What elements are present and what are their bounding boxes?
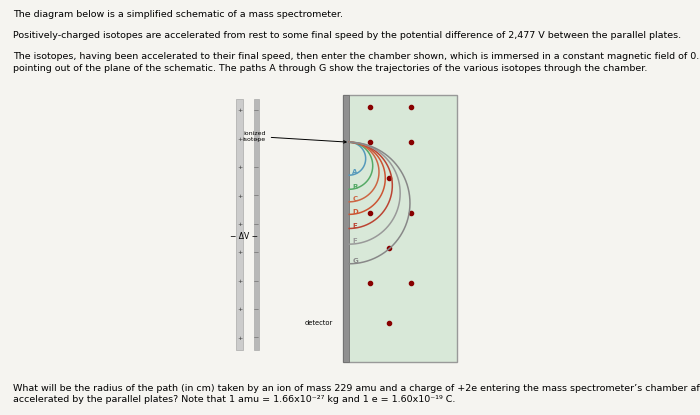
- Text: What will be the radius of the path (in cm) taken by an ion of mass 229 amu and : What will be the radius of the path (in …: [13, 384, 700, 393]
- Text: +: +: [237, 251, 242, 256]
- Text: +: +: [237, 222, 242, 227]
- Text: detector: detector: [304, 320, 332, 325]
- Bar: [237, 99, 244, 350]
- Bar: [254, 99, 259, 350]
- Text: —: —: [254, 137, 259, 142]
- Text: B: B: [352, 183, 358, 190]
- Text: +: +: [237, 279, 242, 284]
- Text: F: F: [352, 238, 357, 244]
- Text: —: —: [254, 165, 259, 170]
- Text: —: —: [254, 308, 259, 312]
- Text: C: C: [352, 196, 358, 202]
- Text: +: +: [237, 308, 242, 312]
- Text: A: A: [352, 169, 358, 176]
- Text: +: +: [237, 165, 242, 170]
- Text: —: —: [254, 251, 259, 256]
- Bar: [343, 95, 456, 362]
- Text: The diagram below is a simplified schematic of a mass spectrometer.: The diagram below is a simplified schema…: [13, 10, 342, 20]
- Text: − ΔV −: − ΔV −: [230, 232, 258, 241]
- Text: accelerated by the parallel plates? Note that 1 amu = 1.66x10⁻²⁷ kg and 1 e = 1.: accelerated by the parallel plates? Note…: [13, 395, 455, 404]
- Text: —: —: [254, 108, 259, 113]
- Text: +: +: [237, 336, 242, 341]
- Text: —: —: [254, 279, 259, 284]
- Text: —: —: [254, 222, 259, 227]
- Text: +: +: [237, 108, 242, 113]
- Bar: [343, 95, 349, 362]
- Text: E: E: [352, 223, 357, 229]
- Text: +: +: [237, 137, 242, 142]
- Text: G: G: [352, 258, 358, 264]
- Text: The isotopes, having been accelerated to their final speed, then enter the chamb: The isotopes, having been accelerated to…: [13, 52, 700, 61]
- Text: ionized
isotope: ionized isotope: [243, 131, 346, 143]
- Text: Positively-charged isotopes are accelerated from rest to some final speed by the: Positively-charged isotopes are accelera…: [13, 31, 680, 40]
- Text: pointing out of the plane of the schematic. The paths A through G show the traje: pointing out of the plane of the schemat…: [13, 64, 647, 73]
- Text: —: —: [254, 336, 259, 341]
- Text: +: +: [237, 194, 242, 199]
- Text: D: D: [352, 209, 358, 215]
- Text: —: —: [254, 194, 259, 199]
